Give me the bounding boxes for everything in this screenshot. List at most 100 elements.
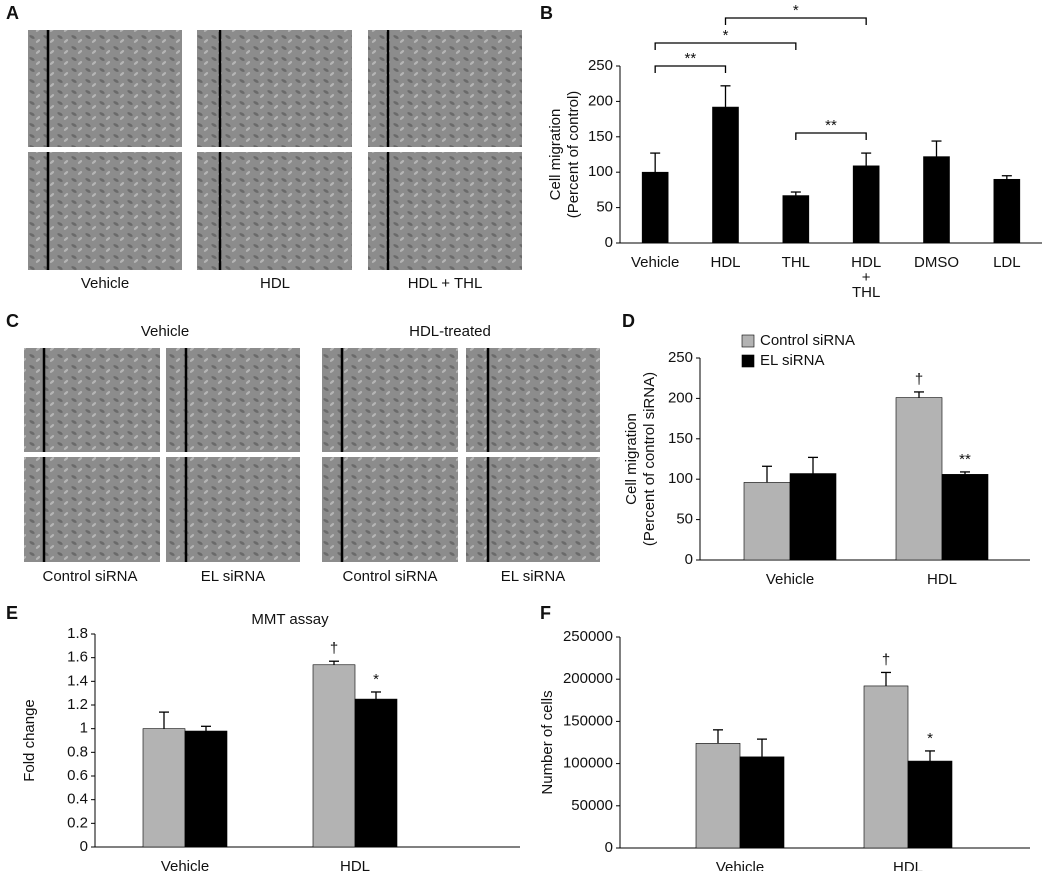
legend-swatch bbox=[741, 354, 755, 368]
error-bar bbox=[925, 750, 935, 762]
x-tick-label: Vehicle bbox=[161, 858, 209, 871]
bar bbox=[739, 756, 785, 849]
y-tick-label: 200 bbox=[668, 389, 693, 406]
panel-letter: C bbox=[6, 311, 19, 331]
y-tick-label: 50000 bbox=[571, 797, 613, 814]
y-tick-label: 0.6 bbox=[67, 767, 88, 784]
x-tick-label: HDL bbox=[927, 571, 957, 588]
group-label: Vehicle bbox=[141, 323, 189, 340]
bar bbox=[641, 171, 669, 244]
panel-a: A Vehicle HDL HDL + THL bbox=[6, 3, 522, 292]
error-bar bbox=[371, 691, 381, 700]
error-bar bbox=[881, 671, 891, 686]
chart: 0 0.2 0.4 0.6 0.8 1 1.2 1.4 1.6 1.8 Fold change MMT… bbox=[21, 611, 520, 871]
bar bbox=[923, 156, 950, 244]
micrograph bbox=[166, 457, 300, 562]
y-tick-label: 0.4 bbox=[67, 791, 88, 808]
x-tick-label: LDL bbox=[993, 254, 1021, 271]
error-bar bbox=[790, 191, 801, 196]
chart: 0 50 100 150 200 250 Cell migration (Percent of… bbox=[623, 332, 1030, 588]
group-label: HDL-treated bbox=[409, 323, 491, 340]
micrograph bbox=[322, 348, 458, 452]
micrograph bbox=[368, 152, 522, 270]
y-tick-label: 150 bbox=[588, 128, 613, 145]
error-bar bbox=[1001, 175, 1012, 180]
y-tick-label: 1.2 bbox=[67, 696, 88, 713]
significance-label: * bbox=[793, 2, 799, 19]
bar bbox=[184, 730, 228, 848]
y-tick-label: 200000 bbox=[563, 670, 613, 687]
caption: HDL bbox=[260, 275, 290, 292]
significance-mark: † bbox=[915, 371, 923, 388]
x-tick-label: Vehicle bbox=[631, 254, 679, 271]
x-tick-label: HDL bbox=[710, 254, 740, 271]
error-bar bbox=[861, 152, 872, 166]
micrograph bbox=[197, 152, 352, 270]
x-tick-label-line: THL bbox=[852, 284, 880, 301]
significance-bracket bbox=[654, 65, 727, 73]
y-tick-label: 1.6 bbox=[67, 649, 88, 666]
error-bar bbox=[713, 729, 723, 744]
x-tick-label-line: HDL bbox=[851, 254, 881, 271]
significance-mark: * bbox=[373, 671, 379, 688]
micrograph bbox=[24, 348, 160, 452]
error-bar bbox=[960, 471, 970, 475]
legend-label: Control siRNA bbox=[760, 332, 855, 349]
bar bbox=[907, 760, 953, 849]
chart: 0 50000 100000 150000 200000 250000 Number of … bbox=[539, 628, 1030, 871]
y-axis-label: Cell migration bbox=[623, 413, 640, 505]
y-tick-label: 0.2 bbox=[67, 814, 88, 831]
error-bar bbox=[159, 711, 169, 729]
y-tick-label: 250 bbox=[668, 349, 693, 366]
micrograph bbox=[197, 30, 352, 147]
micrograph bbox=[166, 348, 300, 452]
caption: HDL + THL bbox=[408, 275, 483, 292]
significance-label: ** bbox=[825, 117, 837, 134]
caption: Control siRNA bbox=[342, 568, 437, 585]
bar bbox=[941, 474, 989, 561]
x-tick-label: THL bbox=[782, 254, 810, 271]
legend-swatch bbox=[741, 334, 755, 348]
significance-mark: † bbox=[330, 640, 338, 657]
y-tick-label: 100 bbox=[588, 163, 613, 180]
y-tick-label: 100000 bbox=[563, 755, 613, 772]
caption: Vehicle bbox=[81, 275, 129, 292]
y-tick-label: 150 bbox=[668, 430, 693, 447]
panel-letter: B bbox=[540, 3, 553, 23]
y-tick-label: 0.8 bbox=[67, 743, 88, 760]
y-tick-label: 250 bbox=[588, 57, 613, 74]
chart-title: MMT assay bbox=[251, 611, 329, 628]
caption: EL siRNA bbox=[501, 568, 565, 585]
micrograph bbox=[322, 457, 458, 562]
x-tick-label: HDL bbox=[340, 858, 370, 871]
panel-letter: A bbox=[6, 3, 19, 23]
y-tick-label: 150000 bbox=[563, 712, 613, 729]
micrograph bbox=[24, 457, 160, 562]
y-tick-label: 100 bbox=[668, 470, 693, 487]
bar bbox=[789, 473, 837, 561]
x-tick-label-line: + bbox=[862, 269, 871, 286]
micrograph bbox=[28, 30, 182, 147]
y-axis-label: (Percent of control siRNA) bbox=[641, 372, 658, 546]
error-bar bbox=[931, 140, 942, 157]
y-tick-label: 1 bbox=[80, 720, 88, 737]
bar bbox=[142, 728, 186, 848]
panel-c: C Vehicle HDL-treated Control siRNA EL s… bbox=[6, 311, 600, 585]
y-tick-label: 1.8 bbox=[67, 625, 88, 642]
bar bbox=[852, 165, 880, 244]
caption: Control siRNA bbox=[42, 568, 137, 585]
y-tick-label: 50 bbox=[676, 511, 693, 528]
panel-letter: D bbox=[622, 311, 635, 331]
y-tick-label: 1.4 bbox=[67, 672, 88, 689]
caption: EL siRNA bbox=[201, 568, 265, 585]
significance-label: ** bbox=[684, 50, 696, 67]
significance-bracket bbox=[654, 42, 797, 50]
bar bbox=[993, 178, 1021, 244]
micrograph bbox=[466, 457, 600, 562]
x-tick-label: Vehicle bbox=[766, 571, 814, 588]
bar bbox=[712, 106, 739, 244]
y-axis-label: Fold change bbox=[21, 699, 38, 782]
significance-mark: ** bbox=[959, 451, 971, 468]
significance-bracket bbox=[795, 132, 867, 140]
